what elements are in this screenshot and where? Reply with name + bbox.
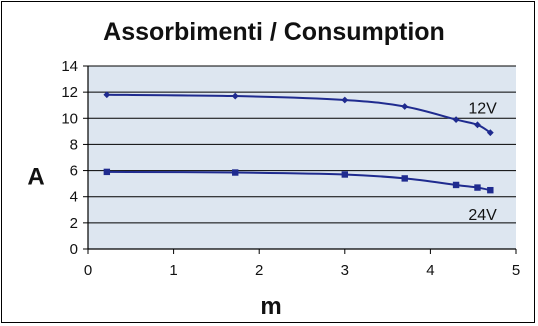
data-point	[401, 175, 408, 182]
data-point	[487, 186, 494, 194]
x-tick-label: 3	[341, 262, 349, 279]
series: 12V 24V	[103, 91, 497, 224]
data-point	[231, 92, 239, 100]
y-tick-label: 0	[70, 241, 78, 258]
plot-area	[88, 66, 516, 249]
y-tick-label: 2	[70, 215, 78, 232]
data-point	[474, 184, 481, 191]
data-point	[232, 169, 239, 176]
y-tick-label: 10	[61, 110, 78, 127]
series-label-12v: 12V	[468, 101, 497, 118]
x-axis-label: m	[260, 293, 281, 320]
data-point	[103, 168, 111, 176]
y-tick-label: 8	[70, 136, 78, 153]
data-point	[452, 181, 460, 189]
y-tick-label: 4	[70, 189, 78, 206]
y-axis-label: A	[27, 163, 44, 190]
x-tick-label: 5	[512, 262, 520, 279]
x-tick-label: 0	[84, 262, 92, 279]
data-point	[486, 129, 494, 137]
y-tick-label: 6	[70, 163, 78, 180]
data-point	[341, 96, 349, 104]
x-tick-label: 1	[169, 262, 177, 279]
series-24v: 24V	[103, 168, 497, 224]
x-tick-label: 4	[426, 262, 434, 279]
data-point	[103, 91, 111, 99]
axes	[83, 65, 517, 254]
chart-title: Assorbimenti / Consumption	[103, 18, 445, 46]
x-tick-label: 2	[255, 262, 263, 279]
data-point	[474, 121, 481, 129]
y-tick-label: 12	[61, 84, 78, 101]
y-tick-label: 14	[61, 58, 78, 75]
series-label-24v: 24V	[468, 207, 497, 224]
data-point	[341, 171, 348, 178]
series-12v: 12V	[103, 91, 497, 137]
data-point	[452, 116, 460, 123]
data-point	[401, 103, 409, 110]
